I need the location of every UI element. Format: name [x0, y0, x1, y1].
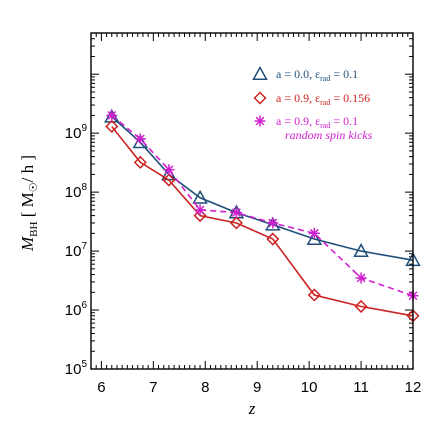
- data-point-magenta: [106, 109, 118, 121]
- series-line-magenta: [111, 114, 414, 297]
- data-point-magenta: [194, 204, 206, 216]
- y-tick-label: 109: [65, 123, 88, 142]
- data-point-blue: [353, 243, 369, 258]
- data-point-magenta: [355, 272, 367, 284]
- legend-label-blue: a = 0.0, εrad = 0.1: [276, 67, 358, 83]
- data-point-magenta: [163, 164, 175, 176]
- series-layer: [103, 108, 421, 323]
- legend-marker-red: [253, 91, 267, 105]
- x-tick-label: 12: [405, 379, 422, 396]
- legend-note: random spin kicks: [285, 128, 373, 142]
- data-point-magenta: [134, 133, 146, 145]
- axis-ticks: [90, 32, 414, 370]
- legend-label-magenta: a = 0.9, εrad = 0.1: [276, 114, 358, 130]
- legend: a = 0.0, εrad = 0.1 a = 0.9, εrad = 0.156…: [252, 65, 373, 142]
- plot-frame: [90, 32, 414, 370]
- y-tick-label: 106: [65, 300, 88, 319]
- data-point-magenta: [230, 207, 242, 219]
- y-tick-label: 108: [65, 182, 88, 201]
- y-axis-title: MBH [ M☉/ h ]: [18, 155, 40, 252]
- x-axis-title: z: [248, 399, 256, 418]
- data-point-red: [354, 299, 368, 314]
- x-tick-label: 10: [301, 379, 318, 396]
- data-point-red: [229, 216, 243, 230]
- y-tick-label: 107: [65, 241, 88, 260]
- x-tick-label: 6: [97, 379, 105, 396]
- x-tick-label: 8: [201, 379, 209, 396]
- data-point-red: [105, 119, 119, 134]
- data-point-magenta: [267, 217, 279, 229]
- legend-marker-magenta: [254, 115, 266, 127]
- data-point-blue: [264, 216, 281, 231]
- data-point-blue: [192, 189, 208, 204]
- x-tick-label: 9: [253, 379, 261, 396]
- data-point-magenta: [308, 227, 320, 239]
- series-line-red: [111, 126, 414, 317]
- data-point-red: [307, 288, 321, 302]
- legend-marker-blue: [252, 65, 268, 80]
- data-point-red: [133, 155, 147, 169]
- data-point-red: [266, 232, 280, 246]
- x-tick-label: 7: [149, 379, 157, 396]
- tick-labels: 6 7 8 9 10 11 12 105 106 107 108 109: [65, 123, 422, 396]
- data-point-blue: [306, 231, 323, 245]
- x-tick-label: 11: [353, 379, 369, 396]
- y-tick-label: 105: [65, 359, 88, 378]
- legend-label-red: a = 0.9, εrad = 0.156: [276, 91, 370, 107]
- data-point-red: [162, 173, 176, 187]
